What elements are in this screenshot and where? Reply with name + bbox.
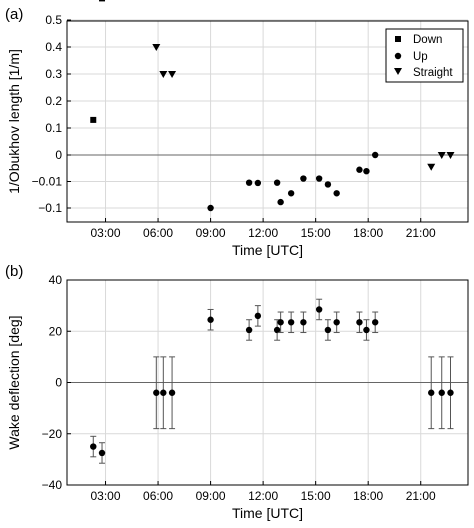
- up-data-point: [324, 181, 332, 188]
- b-y-tick-label: 20: [49, 324, 63, 338]
- series-data-point: [333, 319, 340, 326]
- a-y-tick-label: 0.2: [45, 94, 62, 108]
- legend-straight-label: Straight: [413, 67, 453, 79]
- straight-data-point: [437, 152, 446, 159]
- panel-b-y-axis-label: Wake deflection [deg]: [6, 315, 22, 449]
- b-x-tick-label: 15:00: [301, 489, 331, 503]
- panel-a-data: [90, 0, 455, 212]
- up-data-point: [287, 190, 295, 197]
- a-y-tick-label: 0.1: [45, 121, 62, 135]
- panel-b-x-ticks: 03:00 06:00 09:00 12:00 15:00 18:00 21:00: [91, 481, 436, 503]
- b-x-tick-label: 21:00: [406, 489, 436, 503]
- series-data-point: [254, 312, 262, 320]
- up-data-point: [315, 175, 323, 182]
- panel-b-data: [90, 298, 454, 464]
- series-data-point: [98, 449, 106, 457]
- a-x-tick-label: 18:00: [353, 226, 383, 240]
- series-data-point: [287, 319, 295, 326]
- a-x-tick-label: 15:00: [301, 226, 331, 240]
- b-y-tick-label: 40: [49, 273, 63, 287]
- series-data-point: [245, 326, 253, 334]
- series-data-point: [160, 389, 167, 396]
- up-data-point: [333, 190, 340, 197]
- series-data-point: [356, 319, 363, 326]
- a-x-tick-label: 12:00: [248, 226, 278, 240]
- series-data-point: [315, 306, 323, 313]
- b-x-tick-label: 12:00: [248, 489, 278, 503]
- a-y-tick-label: 0.5: [45, 13, 62, 27]
- series-data-point: [90, 443, 97, 450]
- legend-up-label: Up: [413, 51, 428, 63]
- panel-b-x-axis-label: Time [UTC]: [232, 505, 303, 521]
- panel-a-y-ticks: −0.1 −0.01 0 0.1 0.2 0.3 0.4 0.5: [32, 13, 71, 215]
- b-y-tick-label: 0: [55, 376, 62, 390]
- series-data-point: [207, 316, 214, 323]
- up-data-point: [356, 166, 363, 173]
- a-y-tick-label: −0.1: [38, 201, 62, 215]
- up-data-point: [363, 167, 370, 175]
- series-data-point: [273, 326, 281, 334]
- up-data-point: [300, 175, 307, 182]
- up-data-point: [207, 204, 214, 212]
- series-data-point: [447, 389, 454, 396]
- down-data-point: [90, 116, 97, 123]
- legend: Down Up Straight: [385, 28, 464, 83]
- series-data-point: [324, 326, 332, 334]
- b-x-tick-label: 06:00: [143, 489, 173, 503]
- panel-a-x-axis-label: Time [UTC]: [232, 242, 303, 258]
- straight-data-point: [446, 152, 455, 159]
- b-x-tick-label: 09:00: [196, 489, 226, 503]
- up-data-point: [273, 179, 281, 186]
- a-y-tick-label: 0.3: [45, 67, 62, 81]
- series-data-point: [371, 319, 379, 326]
- panel-a-x-ticks: 03:00 06:00 09:00 12:00 15:00 18:00 21:00: [91, 218, 436, 240]
- up-data-point: [254, 179, 262, 187]
- a-y-tick-label: 0: [55, 148, 62, 162]
- straight-data-point: [168, 71, 177, 78]
- panel-a-frame: [66, 20, 469, 223]
- a-x-tick-label: 03:00: [91, 226, 121, 240]
- series-data-point: [168, 389, 176, 396]
- a-y-tick-label: 0.4: [45, 40, 62, 54]
- series-data-point: [363, 326, 370, 334]
- a-y-tick-label: −0.01: [32, 175, 63, 189]
- b-y-tick-label: −20: [42, 427, 63, 441]
- panel-b-label: (b): [5, 263, 23, 280]
- b-y-tick-label: −40: [42, 478, 63, 492]
- series-data-point: [277, 319, 284, 326]
- legend-down-label: Down: [413, 34, 442, 46]
- series-data-point: [153, 389, 160, 396]
- straight-data-point: [427, 163, 436, 171]
- legend-straight-marker: [394, 68, 402, 75]
- up-data-point: [277, 198, 284, 206]
- b-x-tick-label: 03:00: [91, 489, 121, 503]
- series-data-point: [428, 389, 435, 396]
- up-data-point: [371, 151, 379, 159]
- legend-up-marker: [394, 52, 402, 60]
- straight-data-point: [152, 44, 161, 51]
- panel-a: (a) −0.1 −0.01 0 0.1 0.2 0.3 0.4 0.5 03:00 06:00…: [5, 0, 469, 258]
- b-x-tick-label: 18:00: [353, 489, 383, 503]
- a-x-tick-label: 09:00: [196, 226, 226, 240]
- panel-a-y-axis-label: 1/Obukhov length [1/m]: [6, 49, 22, 194]
- up-data-point: [245, 179, 253, 186]
- panel-b: (b) −40 −20 0 20 40 03:00 06:00 09:00 12:00 15:0…: [5, 263, 469, 521]
- series-data-point: [300, 319, 307, 326]
- a-x-tick-label: 21:00: [406, 226, 436, 240]
- series-data-point: [438, 389, 445, 396]
- panel-b-y-ticks: −40 −20 0 20 40: [42, 273, 71, 492]
- straight-data-point: [159, 71, 168, 78]
- panel-a-label: (a): [5, 6, 23, 23]
- down-data-point: [99, 0, 106, 2]
- a-x-tick-label: 06:00: [143, 226, 173, 240]
- legend-down-marker: [395, 36, 401, 42]
